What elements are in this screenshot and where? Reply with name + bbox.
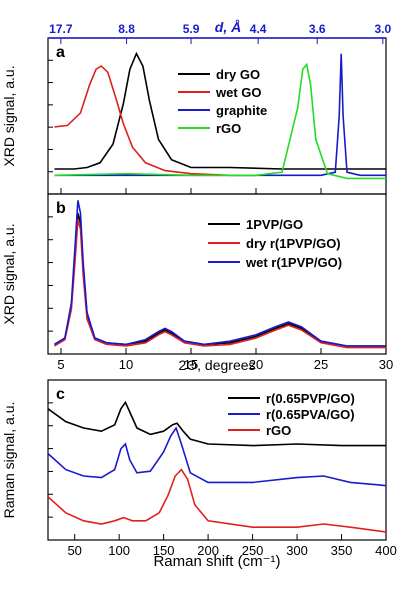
x-tick-label: 20 bbox=[249, 357, 263, 372]
x-tick-label: 100 bbox=[108, 543, 130, 558]
panel-a: 17.7 8.8 5.9 4.4 3.6 3.0 d, Å a dry GO wet GO grap… bbox=[1, 19, 391, 195]
y-axis-label: XRD signal, a.u. bbox=[1, 65, 17, 166]
plot-frame bbox=[47, 193, 387, 355]
plot-frame bbox=[47, 379, 387, 541]
x-tick-label: 5 bbox=[57, 357, 64, 372]
x-tick-label: 250 bbox=[242, 543, 264, 558]
series-line-2 bbox=[54, 200, 386, 347]
x-tick-label: 30 bbox=[379, 357, 393, 372]
series-line-1 bbox=[47, 426, 387, 487]
y-axis-label: Raman signal, a.u. bbox=[1, 402, 17, 519]
x-tick-label: 15 bbox=[184, 357, 198, 372]
top-tick-label: 3.0 bbox=[374, 22, 391, 36]
top-tick-label: 17.7 bbox=[49, 22, 73, 36]
panel-b: 5 10 15 20 25 30 b 1PVP/GO dry r(1PVP/GO) wet r(1… bbox=[1, 193, 393, 373]
top-axis-label: d, Å bbox=[215, 19, 241, 35]
legend-label: graphite bbox=[216, 103, 267, 118]
series-line-0 bbox=[54, 51, 386, 170]
legend-label: wet r(1PVP/GO) bbox=[245, 255, 342, 270]
panel-label: b bbox=[56, 200, 66, 217]
x-tick-label: 300 bbox=[286, 543, 308, 558]
series-line-2 bbox=[47, 468, 387, 533]
x-tick-label: 400 bbox=[375, 543, 397, 558]
series-line-0 bbox=[54, 212, 386, 347]
legend-label: r(0.65PVA/GO) bbox=[266, 407, 355, 422]
x-tick-label: 10 bbox=[119, 357, 133, 372]
legend-label: dry r(1PVP/GO) bbox=[246, 236, 341, 251]
panel-label: c bbox=[56, 386, 65, 403]
x-tick-label: 50 bbox=[67, 543, 81, 558]
legend-label: rGO bbox=[216, 121, 241, 136]
legend-label: dry GO bbox=[216, 67, 260, 82]
panel-label: a bbox=[56, 44, 65, 61]
series-line-3 bbox=[54, 62, 386, 180]
legend-label: wet GO bbox=[215, 85, 262, 100]
series-line-0 bbox=[47, 400, 386, 447]
series-line-1 bbox=[54, 219, 386, 349]
panel-c: 50 100 150 200 250 300 350 400 c r(0.65PVP/GO)r(0… bbox=[1, 379, 397, 570]
x-axis-label: Raman shift (cm⁻¹) bbox=[153, 553, 280, 570]
top-tick-label: 8.8 bbox=[118, 22, 135, 36]
top-tick-label: 5.9 bbox=[183, 22, 200, 36]
x-tick-label: 25 bbox=[314, 357, 328, 372]
x-tick-label: 150 bbox=[153, 543, 175, 558]
x-tick-label: 350 bbox=[331, 543, 353, 558]
top-tick-label: 4.4 bbox=[250, 22, 267, 36]
legend-label: rGO bbox=[266, 423, 291, 438]
x-tick-label: 200 bbox=[197, 543, 219, 558]
y-axis-label: XRD signal, a.u. bbox=[1, 223, 17, 324]
legend-label: 1PVP/GO bbox=[246, 217, 303, 232]
top-tick-label: 3.6 bbox=[309, 22, 326, 36]
legend-label: r(0.65PVP/GO) bbox=[266, 391, 355, 406]
series-line-1 bbox=[54, 65, 256, 177]
x-axis-label: 2Θ, degrees bbox=[178, 357, 255, 373]
